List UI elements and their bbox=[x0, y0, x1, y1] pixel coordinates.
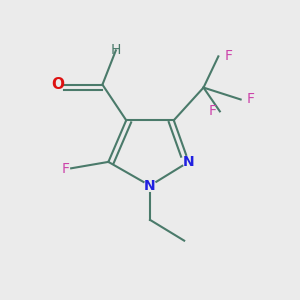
Text: F: F bbox=[224, 50, 232, 63]
Text: O: O bbox=[51, 77, 64, 92]
Text: H: H bbox=[111, 44, 121, 57]
Text: N: N bbox=[144, 179, 156, 193]
Text: F: F bbox=[61, 162, 69, 176]
Text: F: F bbox=[209, 104, 217, 118]
Text: F: F bbox=[247, 92, 255, 106]
Text: N: N bbox=[183, 155, 194, 169]
